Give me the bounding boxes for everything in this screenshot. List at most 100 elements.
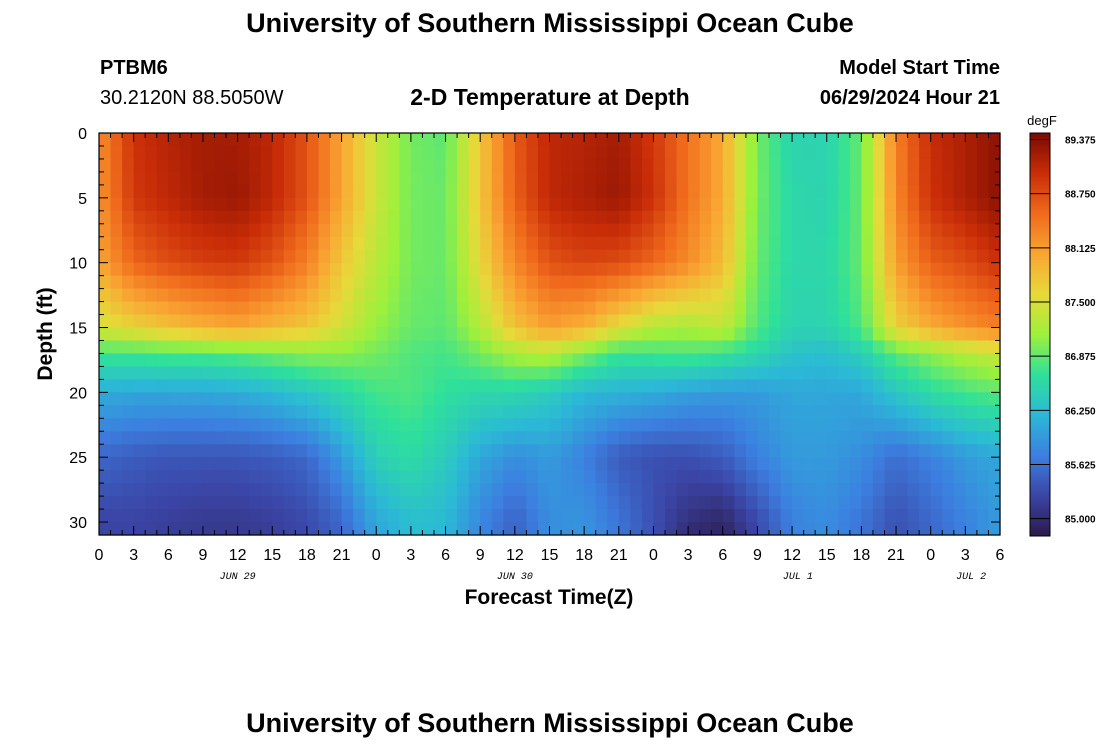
heatmap-cell [99, 470, 112, 484]
heatmap-cell [965, 145, 978, 160]
heatmap-cell [711, 418, 724, 432]
heatmap-cell [514, 379, 527, 393]
heatmap-cell [364, 158, 377, 173]
x-tick-label: 9 [753, 547, 762, 564]
heatmap-cell [514, 314, 527, 329]
heatmap-cell [872, 366, 886, 380]
heatmap-cell [988, 379, 1001, 393]
heatmap-cell [549, 496, 562, 510]
heatmap-cell [133, 288, 146, 303]
heatmap-cell [757, 327, 770, 342]
heatmap-cell [872, 470, 886, 484]
heatmap-cell [734, 158, 747, 173]
heatmap-cell [260, 366, 273, 380]
heatmap-cell [214, 197, 227, 212]
heatmap-cell [965, 418, 978, 432]
heatmap-cell [607, 275, 620, 290]
heatmap-cell [919, 431, 932, 445]
heatmap-cell [145, 483, 158, 497]
heatmap-cell [318, 379, 331, 393]
heatmap-cell [688, 223, 701, 238]
heatmap-cell [665, 145, 678, 160]
heatmap-cell [514, 262, 527, 277]
heatmap-cell [318, 405, 331, 419]
heatmap-cell [468, 158, 481, 173]
heatmap-cell [341, 444, 354, 458]
heatmap-cell [630, 327, 643, 342]
heatmap-cell [572, 288, 585, 303]
heatmap-cell [584, 444, 597, 458]
heatmap-cell [688, 249, 701, 264]
heatmap-cell [734, 327, 747, 342]
heatmap-cell [572, 340, 585, 355]
heatmap-cell [272, 236, 285, 251]
heatmap-cell [849, 418, 862, 432]
heatmap-cell [526, 158, 539, 173]
heatmap-cell [514, 418, 527, 432]
heatmap-cell [410, 353, 424, 368]
heatmap-cell [318, 444, 331, 458]
heatmap-cell [665, 392, 678, 406]
heatmap-cell [399, 133, 412, 147]
heatmap-cell [318, 392, 331, 406]
heatmap-cell [572, 418, 585, 432]
heatmap-cell [260, 314, 273, 329]
heatmap-cell [503, 444, 516, 458]
heatmap-cell [872, 301, 886, 316]
heatmap-cell [965, 366, 978, 380]
heatmap-cell [930, 496, 943, 510]
heatmap-cell [907, 444, 920, 458]
heatmap-cell [110, 522, 123, 536]
heatmap-cell [422, 496, 435, 510]
heatmap-cell [526, 210, 539, 225]
heatmap-cell [376, 158, 389, 173]
heatmap-cell [433, 522, 447, 536]
heatmap-cell [665, 327, 678, 342]
heatmap-cell [595, 457, 608, 471]
heatmap-cell [653, 509, 666, 523]
heatmap-cell [295, 457, 308, 471]
heatmap-cell [768, 327, 782, 342]
heatmap-cell [711, 444, 724, 458]
heatmap-cell [237, 392, 250, 406]
heatmap-cell [630, 158, 643, 173]
heatmap-cell [768, 444, 782, 458]
heatmap-cell [491, 249, 504, 264]
heatmap-cell [561, 353, 574, 368]
heatmap-cell [861, 184, 874, 199]
heatmap-cell [872, 379, 886, 393]
heatmap-cell [745, 405, 759, 419]
heatmap-cell [861, 249, 874, 264]
heatmap-cell [249, 314, 262, 329]
x-tick-label: 12 [506, 547, 524, 564]
heatmap-cell [572, 509, 585, 523]
heatmap-cell [699, 340, 712, 355]
heatmap-cell [584, 197, 597, 212]
heatmap-cell [641, 405, 655, 419]
heatmap-cell [861, 405, 874, 419]
heatmap-cell [838, 288, 851, 303]
heatmap-cell [653, 392, 666, 406]
heatmap-cell [907, 275, 920, 290]
heatmap-cell [953, 366, 966, 380]
heatmap-cell [676, 133, 689, 147]
heatmap-cell [988, 405, 1001, 419]
heatmap-cell [306, 327, 320, 342]
heatmap-cell [549, 275, 562, 290]
heatmap-cell [826, 392, 839, 406]
heatmap-cell [468, 197, 481, 212]
heatmap-cell [214, 444, 227, 458]
heatmap-cell [919, 340, 932, 355]
heatmap-cell [133, 340, 146, 355]
heatmap-cell [884, 327, 897, 342]
heatmap-cell [803, 431, 816, 445]
heatmap-cell [849, 366, 862, 380]
heatmap-cell [387, 301, 400, 316]
heatmap-cell [722, 236, 735, 251]
heatmap-cell [896, 158, 909, 173]
heatmap-cell [549, 392, 562, 406]
heatmap-cell [549, 262, 562, 277]
heatmap-cell [99, 145, 112, 160]
heatmap-cell [572, 457, 585, 471]
heatmap-cell [688, 262, 701, 277]
